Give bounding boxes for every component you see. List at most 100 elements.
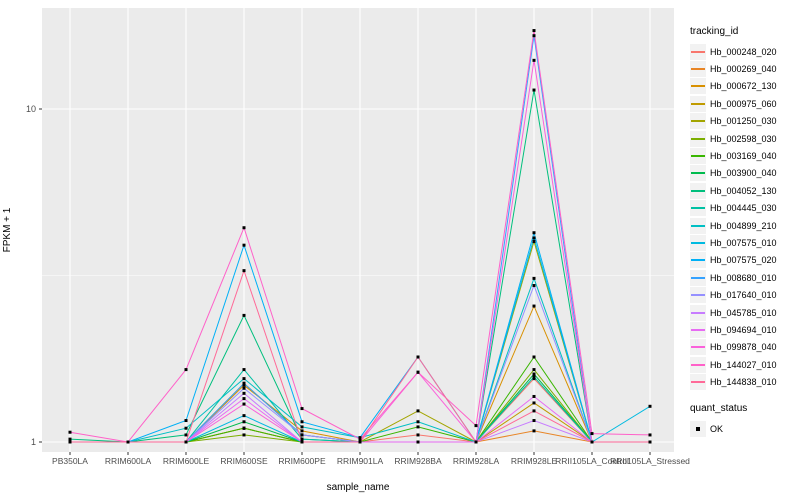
panel-background xyxy=(42,8,674,452)
data-point xyxy=(68,430,72,434)
data-point xyxy=(532,58,536,62)
x-tick-label: RRIM901LA xyxy=(337,456,384,466)
data-point xyxy=(532,355,536,359)
data-point xyxy=(474,440,478,444)
data-point xyxy=(300,407,304,411)
legend-item: Hb_008680_010 xyxy=(690,269,798,286)
legend-key xyxy=(690,269,706,286)
legend-key-line-icon xyxy=(691,155,705,158)
data-point xyxy=(532,368,536,372)
legend-item-label: Hb_008680_010 xyxy=(710,272,777,283)
data-point xyxy=(416,420,420,424)
data-point xyxy=(184,426,188,430)
y-tick-label: 10 xyxy=(26,104,36,114)
data-point xyxy=(532,34,536,38)
data-point xyxy=(242,397,246,401)
legend-item: Hb_007575_020 xyxy=(690,252,798,269)
data-point xyxy=(242,243,246,247)
data-point xyxy=(184,419,188,423)
legend-item-label: OK xyxy=(710,423,724,434)
data-point xyxy=(532,231,536,235)
legend-item-label: Hb_000269_040 xyxy=(710,64,777,75)
legend-key xyxy=(690,287,706,304)
legend-item-label: Hb_001250_030 xyxy=(710,116,777,127)
data-point xyxy=(648,404,652,408)
legend-key xyxy=(690,304,706,321)
legend-item: Hb_001250_030 xyxy=(690,113,798,130)
legend-key-line-icon xyxy=(691,50,705,53)
x-tick-label: RRIM928BA xyxy=(394,456,442,466)
legend-key xyxy=(690,95,706,112)
legend-item: Hb_004052_130 xyxy=(690,182,798,199)
x-tick-label: RRIM928LA xyxy=(453,456,500,466)
legend-key-line-icon xyxy=(691,207,705,210)
legend-key-line-icon xyxy=(691,276,705,279)
data-point xyxy=(242,433,246,437)
x-tick-label: PB350LA xyxy=(52,456,88,466)
legend-item-label: Hb_094694_010 xyxy=(710,324,777,335)
legend-item: Hb_099878_040 xyxy=(690,339,798,356)
legend-key xyxy=(690,78,706,95)
legend-item: Hb_000975_060 xyxy=(690,95,798,112)
data-point xyxy=(532,29,536,33)
legend-item: Hb_004445_030 xyxy=(690,200,798,217)
legend-key-line-icon xyxy=(691,137,705,140)
data-point xyxy=(416,409,420,413)
legend-item-label: Hb_002598_030 xyxy=(710,133,777,144)
x-tick-label: RRII105LA_Control xyxy=(555,456,629,466)
data-point xyxy=(184,368,188,372)
legend-item: Hb_000269_040 xyxy=(690,60,798,78)
legend-item: Hb_003900_040 xyxy=(690,165,798,182)
legend-item-label: Hb_000975_060 xyxy=(710,98,777,109)
data-point xyxy=(358,437,362,441)
y-axis-title: FPKM + 1 xyxy=(2,207,13,253)
legend-key xyxy=(690,217,706,234)
legend-key-line-icon xyxy=(691,172,705,175)
legend-key-line-icon xyxy=(691,120,705,123)
legend-key-line-icon xyxy=(691,311,705,314)
legend-key-line-icon xyxy=(691,381,705,384)
legend-title-tracking-id: tracking_id xyxy=(690,26,739,37)
data-point xyxy=(532,375,536,379)
data-point xyxy=(300,433,304,437)
data-point xyxy=(242,426,246,430)
x-tick-label: RRIM600LA xyxy=(105,456,152,466)
data-point xyxy=(300,437,304,441)
legend-key xyxy=(690,165,706,182)
legend-key-line-icon xyxy=(691,294,705,297)
legend-key xyxy=(690,61,706,78)
legend-key xyxy=(690,339,706,356)
legend-item-label: Hb_007575_010 xyxy=(710,237,777,248)
legend-key-line-icon xyxy=(691,346,705,349)
data-point xyxy=(184,433,188,437)
legend-key-line-icon xyxy=(691,224,705,227)
legend-item: Hb_003169_040 xyxy=(690,147,798,165)
legend-key xyxy=(690,43,706,60)
legend-key xyxy=(690,148,706,165)
legend-item-label: Hb_000248_020 xyxy=(710,46,777,57)
legend-item-label: Hb_017640_010 xyxy=(710,290,777,301)
legend-key-line-icon xyxy=(691,259,705,262)
data-point xyxy=(532,394,536,398)
legend-item-label: Hb_000672_130 xyxy=(710,81,777,92)
data-point xyxy=(532,240,536,244)
data-point xyxy=(532,304,536,308)
data-point xyxy=(68,437,72,441)
data-point xyxy=(300,440,304,444)
data-point xyxy=(300,425,304,429)
black-square-point-icon xyxy=(696,426,700,431)
legend-key xyxy=(690,321,706,338)
data-point xyxy=(184,440,188,444)
data-point xyxy=(532,419,536,423)
legend-item: Hb_000248_020 xyxy=(690,43,798,60)
data-point xyxy=(532,284,536,288)
data-point xyxy=(242,420,246,424)
x-tick-label: RRII105LA_Stressed xyxy=(610,456,690,466)
data-point xyxy=(474,424,478,428)
quant-status-key xyxy=(690,420,706,437)
data-point xyxy=(242,226,246,230)
legend-item-label: Hb_007575_020 xyxy=(710,255,777,266)
legend-key xyxy=(690,356,706,373)
legend-key xyxy=(690,374,706,391)
